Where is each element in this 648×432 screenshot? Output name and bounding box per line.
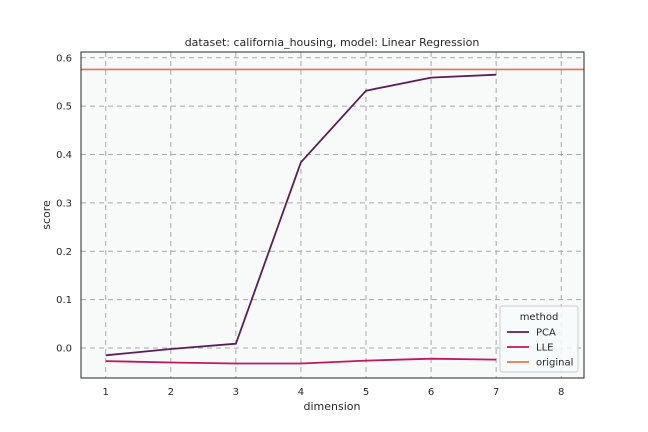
x-tick-label: 5 (363, 387, 369, 398)
legend-label-original: original (536, 358, 573, 369)
x-tick-label: 6 (428, 387, 434, 398)
series-layer (81, 68, 584, 365)
y-tick-label: 0.4 (56, 150, 72, 161)
legend-entries: PCA LLE original (507, 328, 573, 369)
legend-label-pca: PCA (536, 328, 556, 339)
y-tick-label: 0.6 (56, 53, 72, 64)
y-tick-label: 0.1 (56, 295, 72, 306)
series-line-pca (105, 73, 497, 357)
x-tick-label: 8 (558, 387, 564, 398)
chart-title: dataset: california_housing, model: Line… (185, 36, 480, 49)
y-axis-ticks: 0.0 0.1 0.2 0.3 0.4 0.5 0.6 (56, 53, 72, 354)
series-line-lle (105, 357, 497, 365)
y-axis-label: score (40, 200, 53, 230)
legend-box (499, 305, 579, 373)
plot-frame (80, 51, 585, 379)
y-tick-label: 0.2 (56, 247, 72, 258)
x-tick-label: 7 (493, 387, 499, 398)
x-tick-label: 1 (103, 387, 109, 398)
x-axis-label: dimension (304, 400, 361, 413)
legend: method PCA LLE original (499, 305, 579, 373)
x-tick-label: 3 (233, 387, 239, 398)
x-axis-ticks: 1 2 3 4 5 6 7 8 (103, 387, 565, 398)
legend-title: method (520, 312, 559, 323)
x-tick-label: 2 (168, 387, 174, 398)
y-tick-label: 0.0 (56, 344, 72, 355)
grid (81, 52, 584, 378)
x-tick-label: 4 (298, 387, 304, 398)
y-tick-label: 0.3 (56, 198, 72, 209)
legend-label-lle: LLE (536, 343, 553, 354)
y-tick-label: 0.5 (56, 102, 72, 113)
